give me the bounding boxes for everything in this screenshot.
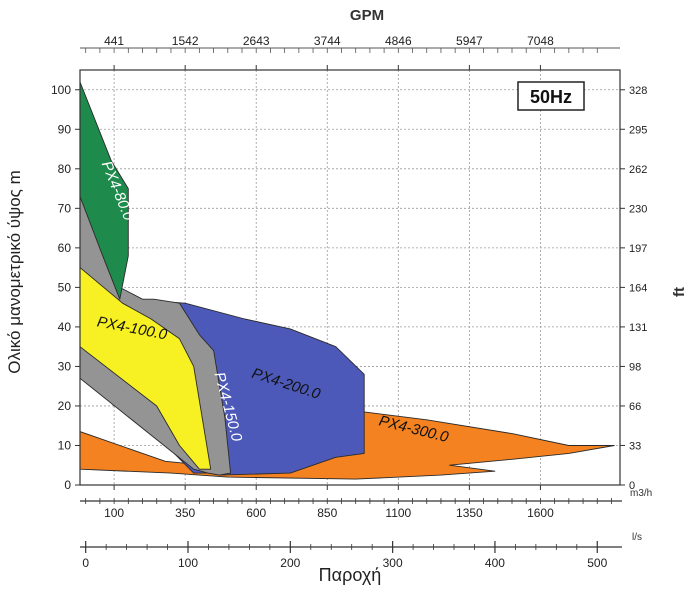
m3h-unit-label: m3/h [630,488,652,499]
y2-tick-label: 98 [629,361,641,373]
y-tick-label: 30 [58,359,72,373]
x-tick-label: 1350 [456,506,483,520]
y-tick-label: 0 [64,478,71,492]
top-tick-label: 1542 [172,34,199,48]
frequency-badge-box [517,81,585,111]
y-tick-label: 50 [58,280,72,294]
y-tick-label: 20 [58,399,72,413]
y2-tick-label: 328 [629,85,647,97]
y2-tick-label: 66 [629,401,641,413]
y-tick-label: 40 [58,320,72,334]
top-tick-label: 2643 [243,34,270,48]
y2-tick-label: 262 [629,164,647,176]
x-tick-label: 850 [317,506,337,520]
y2-axis-title: ft [671,287,688,297]
series-area [80,267,212,470]
y-axis-title: Ολικό μανομετρικό ύψος m [5,170,24,374]
operating-areas [80,81,615,480]
ls-tick-label: 100 [178,556,198,570]
axes: 0 0 10 33 20 66 30 98 40 131 50 164 60 197 70 230 80 262 9… [51,34,647,570]
top-axis-title: GPM [350,7,384,24]
x-axis-title: Παροχή [319,565,382,585]
y-tick-label: 80 [58,162,72,176]
top-tick-label: 3744 [314,34,341,48]
ls-tick-label: 500 [587,556,607,570]
top-tick-label: 5947 [456,34,483,48]
y-tick-label: 90 [58,122,72,136]
top-tick-label: 4846 [385,34,412,48]
x-tick-label: 1600 [527,506,554,520]
y2-tick-label: 164 [629,282,647,294]
ls-tick-label: 0 [82,556,89,570]
y2-tick-label: 33 [629,440,641,452]
ls-tick-label: 400 [485,556,505,570]
y2-tick-label: 0 [629,480,635,492]
x-tick-label: 600 [246,506,266,520]
y-tick-label: 10 [58,438,72,452]
ls-unit-label: l/s [632,532,642,543]
plot-frame [79,69,621,486]
y-tick-label: 70 [58,201,72,215]
y-tick-label: 60 [58,241,72,255]
y2-tick-label: 230 [629,203,647,215]
x-tick-label: 100 [104,506,124,520]
ls-tick-label: 200 [280,556,300,570]
series-area [80,81,129,300]
x-tick-label: 350 [175,506,195,520]
x-tick-label: 1100 [385,506,411,520]
frequency-badge: 50Hz [530,87,572,107]
y-tick-label: 100 [51,83,71,97]
y2-tick-label: 131 [629,322,647,334]
top-tick-label: 441 [104,34,124,48]
y2-tick-label: 197 [629,243,647,255]
top-tick-label: 7048 [527,34,554,48]
ls-tick-label: 300 [383,556,403,570]
y2-tick-label: 295 [629,124,647,136]
